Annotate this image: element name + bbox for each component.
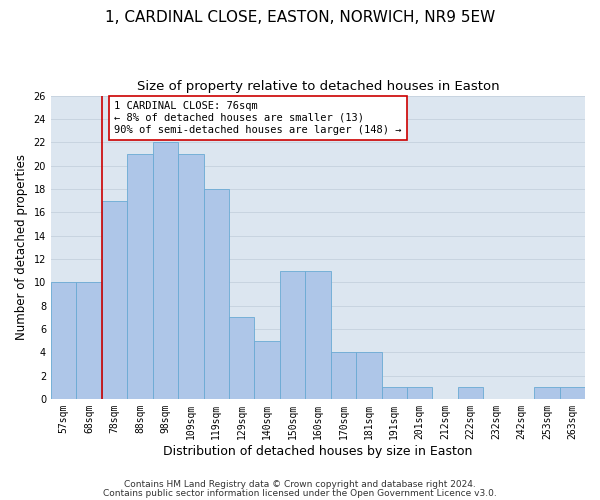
Bar	[382, 387, 407, 399]
Bar	[127, 154, 152, 399]
Bar	[331, 352, 356, 399]
Bar	[407, 387, 433, 399]
Bar	[280, 270, 305, 399]
Text: Contains public sector information licensed under the Open Government Licence v3: Contains public sector information licen…	[103, 488, 497, 498]
Bar	[560, 387, 585, 399]
Bar	[458, 387, 483, 399]
Bar	[203, 189, 229, 399]
Title: Size of property relative to detached houses in Easton: Size of property relative to detached ho…	[137, 80, 499, 93]
Bar	[51, 282, 76, 399]
Bar	[356, 352, 382, 399]
Bar	[254, 340, 280, 399]
Bar	[534, 387, 560, 399]
Bar	[102, 200, 127, 399]
Bar	[76, 282, 102, 399]
Text: 1, CARDINAL CLOSE, EASTON, NORWICH, NR9 5EW: 1, CARDINAL CLOSE, EASTON, NORWICH, NR9 …	[105, 10, 495, 25]
Bar	[152, 142, 178, 399]
Bar	[229, 317, 254, 399]
Text: 1 CARDINAL CLOSE: 76sqm
← 8% of detached houses are smaller (13)
90% of semi-det: 1 CARDINAL CLOSE: 76sqm ← 8% of detached…	[115, 102, 402, 134]
Bar	[305, 270, 331, 399]
Text: Contains HM Land Registry data © Crown copyright and database right 2024.: Contains HM Land Registry data © Crown c…	[124, 480, 476, 489]
Bar	[178, 154, 203, 399]
X-axis label: Distribution of detached houses by size in Easton: Distribution of detached houses by size …	[163, 444, 473, 458]
Y-axis label: Number of detached properties: Number of detached properties	[15, 154, 28, 340]
